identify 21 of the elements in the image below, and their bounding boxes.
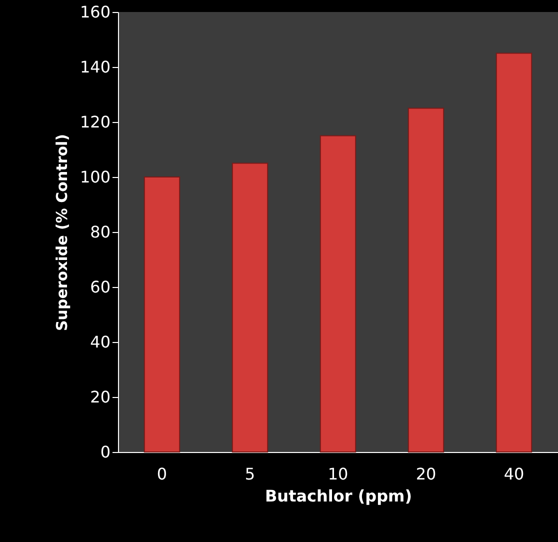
x-tick-label: 0 xyxy=(156,464,168,484)
bar xyxy=(408,108,444,452)
y-tick-label: 60 xyxy=(90,278,110,296)
y-tick-label: 80 xyxy=(90,222,110,242)
y-axis-title: Superoxide (% Control) xyxy=(52,134,71,332)
y-tick-label: 160 xyxy=(80,2,110,22)
bar xyxy=(144,176,180,452)
x-tick-label: 5 xyxy=(244,464,256,484)
x-tick-label: 40 xyxy=(504,464,524,484)
bar xyxy=(496,52,532,452)
bar xyxy=(320,135,356,452)
y-tick-label: 120 xyxy=(80,112,110,132)
y-tick-label: 100 xyxy=(80,168,110,186)
bar xyxy=(232,162,268,452)
x-axis-title: Butachlor (ppm) xyxy=(264,486,412,506)
y-tick-label: 40 xyxy=(90,332,110,352)
x-tick-label: 10 xyxy=(328,464,348,484)
x-tick-label: 20 xyxy=(416,464,436,484)
y-tick-label: 20 xyxy=(90,388,110,406)
y-tick-label: 0 xyxy=(100,442,110,462)
y-tick-label: 140 xyxy=(80,58,110,76)
